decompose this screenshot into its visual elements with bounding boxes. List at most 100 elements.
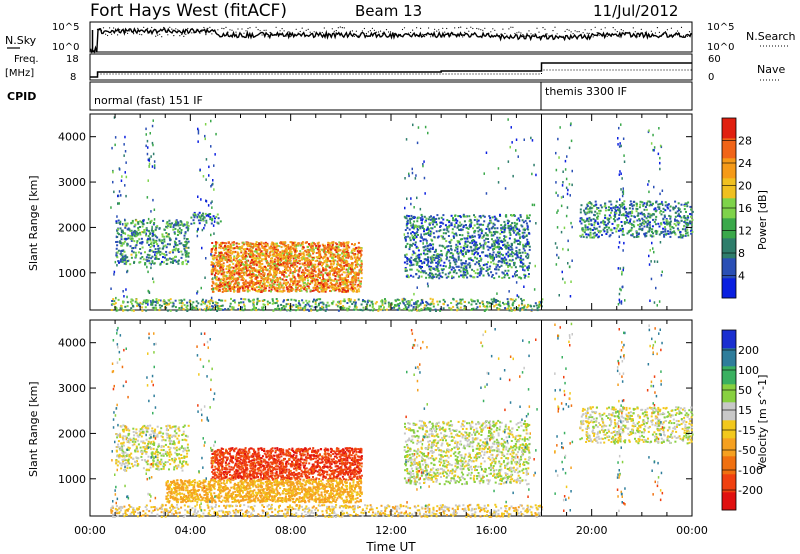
power-cell [464,251,467,254]
power-cell [466,231,469,234]
power-cell [263,253,266,256]
power-cell [219,258,222,261]
power-cell [432,302,435,305]
power-cell [314,283,317,286]
power-cell [356,253,359,256]
nsearch-dot [389,31,392,33]
power-cell [328,252,331,255]
power-cell [116,232,119,235]
power-cell [249,260,252,263]
power-cell [321,243,324,246]
power-cell [320,290,323,293]
nsearch-dot [662,33,665,36]
power-cell [235,281,238,284]
nsearch-dot [349,30,351,32]
power-cell [129,234,132,237]
power-cell [315,305,318,308]
power-cell [154,256,157,259]
power-cell [405,269,408,272]
power-cell [246,267,249,269]
power-cell [464,240,467,243]
power-cell [414,243,417,246]
power-cell [228,254,231,257]
power-cell [283,275,286,278]
power-cell [415,224,418,227]
power-cell [283,271,286,273]
power-cell [256,249,259,252]
power-cell [253,287,256,290]
power-cell [448,221,451,224]
power-cell [299,284,302,287]
power-cell [178,299,181,302]
power-cell [462,226,465,228]
power-cell [250,252,253,255]
power-cell [249,250,252,253]
power-cell [169,239,172,242]
power-cell [223,242,226,244]
power-cell [175,260,178,263]
power-cell [251,287,254,290]
nsearch-dot [432,34,434,37]
power-cell [523,269,526,272]
power-cell [154,308,157,311]
power-cell [143,229,146,231]
nsearch-dot [602,34,604,36]
power-cell [274,281,276,284]
nsearch-dot [139,33,141,35]
nsearch-dot [618,36,620,38]
power-cell [249,255,251,258]
power-cell [126,256,129,259]
power-cell [219,286,221,289]
power-cell [416,217,419,220]
nsearch-dot [113,27,115,29]
power-cell [504,307,507,310]
nsearch-dot [626,32,628,34]
power-cell [486,269,489,271]
power-cell [211,305,214,308]
power-cell [477,252,480,255]
power-cell [185,252,188,255]
power-cell [445,276,448,279]
power-cell [341,307,344,310]
power-cell [253,304,255,307]
power-cell [337,309,340,312]
power-cell [501,271,504,274]
nsearch-dot [680,26,683,28]
power-cell [132,251,135,254]
power-cell [323,247,326,250]
power-cell [220,252,223,255]
power-cell [339,264,342,267]
power-cell [163,240,166,243]
power-cell [135,298,138,301]
power-cell [368,299,371,302]
power-cell [137,251,140,254]
power-cell [360,261,363,264]
power-cell [234,259,237,262]
power-cell [262,309,265,312]
power-cell [424,253,427,256]
power-cell [197,302,200,305]
power-cell [468,215,471,218]
power-cell [343,271,346,274]
power-cell [190,303,193,306]
power-cell [258,283,261,286]
power-cell [448,306,451,309]
power-cell [515,250,518,252]
power-cell [185,263,188,266]
power-cell [264,265,266,268]
power-cell [358,290,361,293]
power-cell [429,222,432,225]
power-cell [486,308,489,311]
power-cell [257,252,260,255]
nsearch-dot [596,31,598,34]
power-cell [501,259,504,262]
power-cell [232,258,235,261]
power-cell [495,303,498,306]
power-cell [507,244,510,247]
power-cell [260,290,263,293]
power-cell [132,231,135,234]
power-cell [163,228,166,231]
power-cell [445,240,448,243]
power-cell [522,258,525,261]
power-cell [516,307,519,310]
